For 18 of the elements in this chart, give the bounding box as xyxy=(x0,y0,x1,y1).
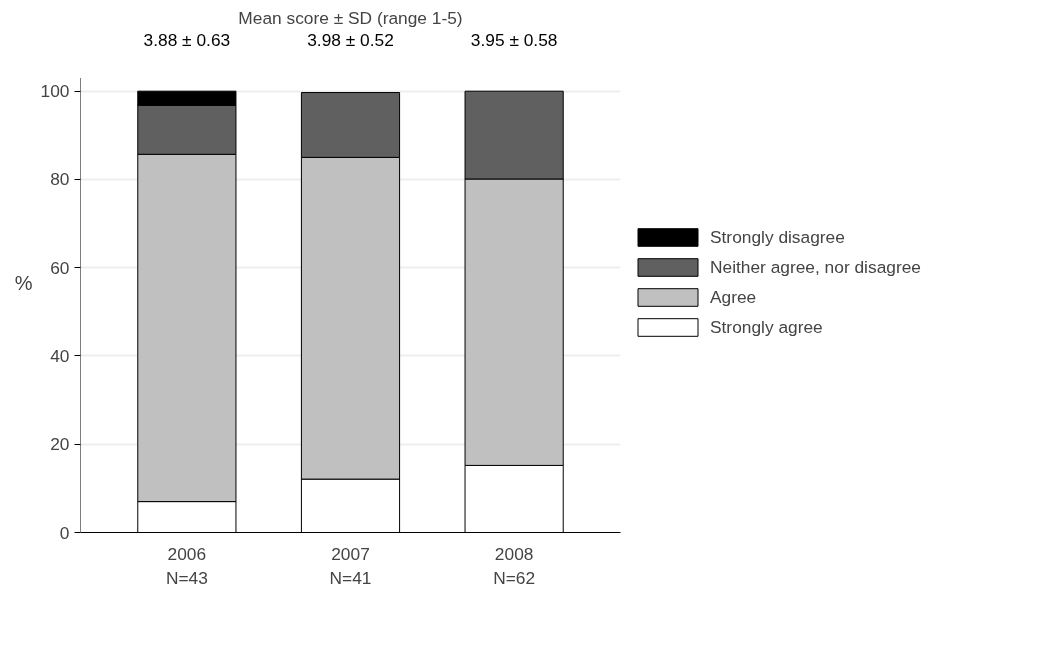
legend-label: Strongly disagree xyxy=(710,226,845,248)
y-tick-label: 100 xyxy=(40,81,70,102)
x-tick-label: 2007 N=41 xyxy=(329,543,372,588)
y-tick-label: 60 xyxy=(50,257,70,278)
y-tick-label: 80 xyxy=(50,169,70,190)
y-tick-label: 20 xyxy=(50,434,70,455)
y-tick-label: 40 xyxy=(50,345,70,366)
y-tick-label: 0 xyxy=(59,522,70,543)
text: 3.98 ± 0.52 xyxy=(307,29,394,50)
x-tick-label: 2008 N=62 xyxy=(493,543,536,588)
legend-label: Neither agree, nor disagree xyxy=(710,256,921,278)
legend-label: Strongly agree xyxy=(710,316,823,338)
legend-label: Agree xyxy=(710,286,757,308)
text: 3.88 ± 0.63 xyxy=(143,29,231,50)
y-axis-title: % xyxy=(14,271,33,294)
text: 3.95 ± 0.58 xyxy=(470,29,558,50)
chart-title: Mean score ± SD (range 1-5) xyxy=(238,7,463,28)
x-tick-label: 2006 N=43 xyxy=(165,543,208,588)
